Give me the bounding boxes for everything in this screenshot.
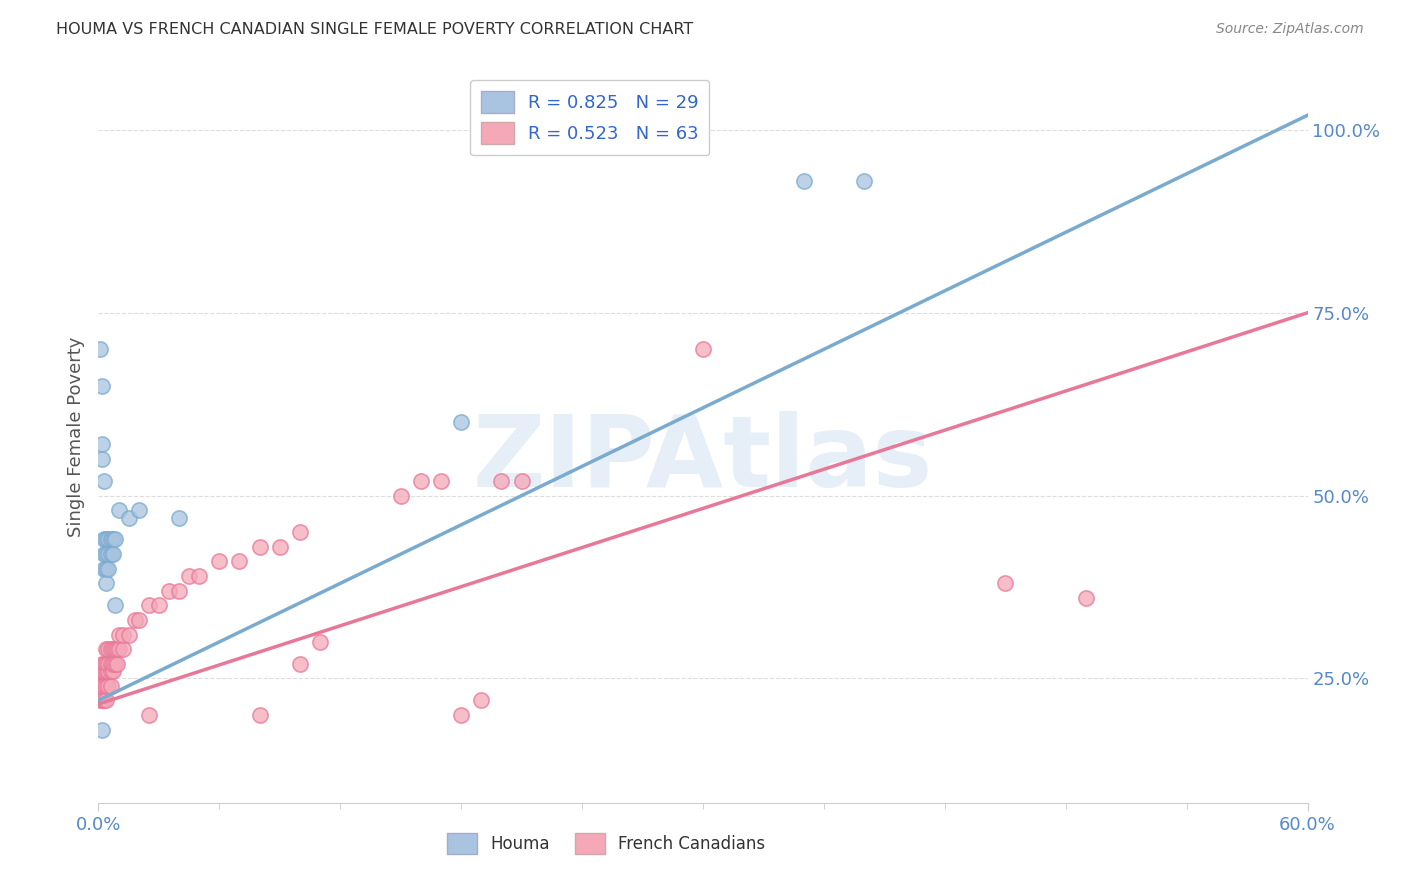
Point	[101, 657, 124, 671]
Point	[96, 679, 118, 693]
Point	[97, 657, 120, 671]
Point	[103, 642, 125, 657]
Point	[692, 343, 714, 357]
Point	[89, 693, 111, 707]
Y-axis label: Single Female Poverty: Single Female Poverty	[66, 337, 84, 537]
Point	[96, 657, 118, 671]
Point	[128, 613, 150, 627]
Point	[269, 540, 291, 554]
Point	[100, 642, 122, 657]
Point	[124, 613, 146, 627]
Point	[107, 642, 129, 657]
Point	[96, 533, 118, 547]
Point	[93, 664, 115, 678]
Point	[93, 562, 115, 576]
Point	[138, 599, 160, 613]
Point	[793, 174, 815, 188]
Point	[167, 583, 190, 598]
Point	[93, 533, 115, 547]
Point	[91, 679, 114, 693]
Point	[97, 642, 120, 657]
Point	[101, 547, 124, 561]
Point	[91, 437, 114, 451]
Legend: Houma, French Canadians: Houma, French Canadians	[440, 827, 772, 860]
Point	[510, 474, 533, 488]
Point	[89, 679, 111, 693]
Point	[91, 657, 114, 671]
Point	[91, 723, 114, 737]
Point	[103, 657, 125, 671]
Point	[111, 627, 134, 641]
Point	[97, 533, 120, 547]
Point	[994, 576, 1017, 591]
Point	[118, 627, 141, 641]
Point	[107, 627, 129, 641]
Point	[97, 664, 120, 678]
Point	[128, 503, 150, 517]
Point	[111, 642, 134, 657]
Point	[97, 679, 120, 693]
Point	[249, 708, 271, 723]
Point	[91, 693, 114, 707]
Point	[853, 174, 876, 188]
Point	[93, 693, 115, 707]
Point	[105, 642, 128, 657]
Point	[100, 657, 122, 671]
Point	[430, 474, 453, 488]
Point	[450, 416, 472, 430]
Point	[228, 554, 250, 568]
Point	[288, 525, 311, 540]
Point	[157, 583, 180, 598]
Point	[103, 533, 125, 547]
Point	[96, 664, 118, 678]
Point	[100, 533, 122, 547]
Text: ZIPAtlas: ZIPAtlas	[472, 410, 934, 508]
Point	[91, 379, 114, 393]
Text: HOUMA VS FRENCH CANADIAN SINGLE FEMALE POVERTY CORRELATION CHART: HOUMA VS FRENCH CANADIAN SINGLE FEMALE P…	[56, 22, 693, 37]
Point	[96, 562, 118, 576]
Point	[179, 569, 201, 583]
Point	[101, 642, 124, 657]
Point	[89, 664, 111, 678]
Point	[138, 708, 160, 723]
Point	[208, 554, 231, 568]
Point	[93, 657, 115, 671]
Point	[105, 657, 128, 671]
Point	[409, 474, 432, 488]
Point	[118, 510, 141, 524]
Point	[93, 547, 115, 561]
Point	[100, 679, 122, 693]
Point	[103, 599, 125, 613]
Point	[96, 642, 118, 657]
Point	[101, 664, 124, 678]
Point	[100, 664, 122, 678]
Point	[288, 657, 311, 671]
Text: Source: ZipAtlas.com: Source: ZipAtlas.com	[1216, 22, 1364, 37]
Point	[91, 452, 114, 467]
Point	[188, 569, 211, 583]
Point	[96, 576, 118, 591]
Point	[389, 489, 412, 503]
Point	[97, 547, 120, 561]
Point	[309, 635, 332, 649]
Point	[96, 547, 118, 561]
Point	[89, 343, 111, 357]
Point	[96, 693, 118, 707]
Point	[100, 547, 122, 561]
Point	[93, 679, 115, 693]
Point	[107, 503, 129, 517]
Point	[101, 533, 124, 547]
Point	[491, 474, 513, 488]
Point	[1074, 591, 1097, 605]
Point	[249, 540, 271, 554]
Point	[450, 708, 472, 723]
Point	[470, 693, 492, 707]
Point	[148, 599, 170, 613]
Point	[91, 664, 114, 678]
Point	[93, 474, 115, 488]
Point	[97, 562, 120, 576]
Point	[167, 510, 190, 524]
